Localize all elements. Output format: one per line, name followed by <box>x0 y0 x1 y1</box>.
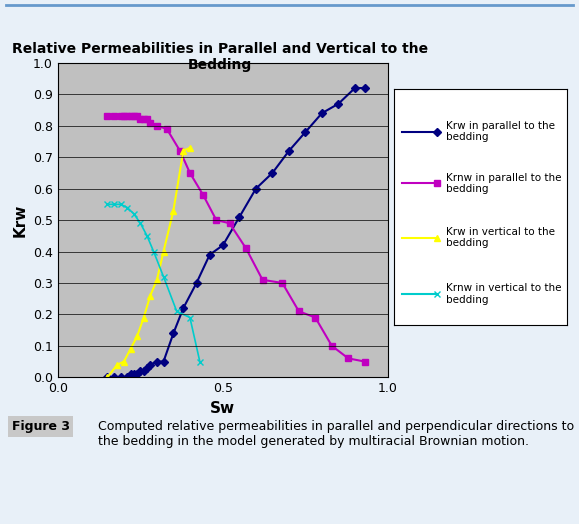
Krnw in parallel to the
bedding <box>104 113 111 119</box>
Krnw in parallel to the
bedding <box>213 217 220 223</box>
Krw in parallel to the
bedding <box>285 148 292 154</box>
Krnw in parallel to the
bedding <box>140 116 147 123</box>
Krw in vertical to the
bedding <box>186 145 193 151</box>
Krw in parallel to the
bedding <box>170 330 177 336</box>
Krnw in parallel to the
bedding <box>134 113 141 119</box>
Krw in parallel to the
bedding <box>130 371 137 377</box>
Krnw in parallel to the
bedding <box>117 113 124 119</box>
Krnw in parallel to the
bedding <box>163 126 170 132</box>
Line: Krnw in parallel to the
bedding: Krnw in parallel to the bedding <box>105 114 368 364</box>
Krw in parallel to the
bedding <box>302 129 309 135</box>
Krnw in vertical to the
bedding <box>160 274 167 280</box>
Krw in vertical to the
bedding <box>153 277 160 283</box>
Krw in vertical to the
bedding <box>114 362 121 368</box>
Krw in parallel to the
bedding <box>140 368 147 374</box>
Krw in vertical to the
bedding <box>147 292 154 299</box>
Krw in parallel to the
bedding <box>147 362 154 368</box>
Krnw in vertical to the
bedding <box>130 211 137 217</box>
Krw in vertical to the
bedding <box>140 314 147 321</box>
Krw in vertical to the
bedding <box>120 358 127 365</box>
X-axis label: Sw: Sw <box>210 401 236 416</box>
Krnw in parallel to the
bedding <box>144 116 151 123</box>
Text: Krnw in parallel to the
bedding: Krnw in parallel to the bedding <box>446 172 561 194</box>
Krw in parallel to the
bedding <box>117 374 124 380</box>
Krnw in vertical to the
bedding <box>173 308 180 314</box>
Krw in parallel to the
bedding <box>236 214 243 220</box>
Krnw in vertical to the
bedding <box>186 314 193 321</box>
Krnw in parallel to the
bedding <box>328 343 335 349</box>
Text: Relative Permeabilities in Parallel and Vertical to the
Bedding: Relative Permeabilities in Parallel and … <box>12 42 428 72</box>
Krnw in vertical to the
bedding <box>117 201 124 208</box>
Krnw in parallel to the
bedding <box>259 277 266 283</box>
Krw in parallel to the
bedding <box>111 374 118 380</box>
Krw in parallel to the
bedding <box>219 242 226 248</box>
Krw in parallel to the
bedding <box>153 358 160 365</box>
Krnw in parallel to the
bedding <box>147 119 154 126</box>
Krnw in parallel to the
bedding <box>279 280 286 286</box>
Krw in parallel to the
bedding <box>160 358 167 365</box>
Krnw in parallel to the
bedding <box>130 113 137 119</box>
Text: Krnw in vertical to the
bedding: Krnw in vertical to the bedding <box>446 283 561 305</box>
Line: Krnw in vertical to the
bedding: Krnw in vertical to the bedding <box>104 201 203 365</box>
Krw in parallel to the
bedding <box>193 280 200 286</box>
Text: Krw in vertical to the
bedding: Krw in vertical to the bedding <box>446 227 555 248</box>
Text: Computed relative permeabilities in parallel and perpendicular directions to the: Computed relative permeabilities in para… <box>98 420 574 448</box>
Krnw in parallel to the
bedding <box>345 355 352 362</box>
Krw in vertical to the
bedding <box>170 208 177 214</box>
Krnw in vertical to the
bedding <box>104 201 111 208</box>
Krw in parallel to the
bedding <box>134 371 141 377</box>
Y-axis label: Krw: Krw <box>13 203 27 237</box>
Krnw in parallel to the
bedding <box>361 358 368 365</box>
Krw in parallel to the
bedding <box>124 374 131 380</box>
Krnw in vertical to the
bedding <box>124 204 131 211</box>
Krnw in parallel to the
bedding <box>124 113 131 119</box>
Line: Krw in vertical to the
bedding: Krw in vertical to the bedding <box>104 144 193 381</box>
Krnw in vertical to the
bedding <box>137 220 144 226</box>
Krnw in vertical to the
bedding <box>144 233 151 239</box>
Text: Figure 3: Figure 3 <box>12 420 69 433</box>
Krw in parallel to the
bedding <box>180 305 187 311</box>
Krw in vertical to the
bedding <box>127 346 134 352</box>
Line: Krw in parallel to the
bedding: Krw in parallel to the bedding <box>105 85 368 380</box>
Krw in parallel to the
bedding <box>137 368 144 374</box>
Krw in parallel to the
bedding <box>144 365 151 371</box>
Krnw in parallel to the
bedding <box>295 308 302 314</box>
Krw in parallel to the
bedding <box>361 85 368 91</box>
Krnw in vertical to the
bedding <box>196 358 203 365</box>
Krnw in parallel to the
bedding <box>312 314 319 321</box>
Krw in vertical to the
bedding <box>104 374 111 380</box>
Krw in vertical to the
bedding <box>160 248 167 255</box>
Krw in parallel to the
bedding <box>104 374 111 380</box>
Krw in parallel to the
bedding <box>269 170 276 176</box>
Krnw in parallel to the
bedding <box>177 148 184 154</box>
Krnw in parallel to the
bedding <box>186 170 193 176</box>
Krw in parallel to the
bedding <box>318 110 325 116</box>
Krnw in parallel to the
bedding <box>226 220 233 226</box>
Krw in parallel to the
bedding <box>127 371 134 377</box>
Krw in parallel to the
bedding <box>351 85 358 91</box>
Krw in vertical to the
bedding <box>134 333 141 340</box>
Krnw in vertical to the
bedding <box>150 248 157 255</box>
Krnw in parallel to the
bedding <box>243 245 250 252</box>
Krnw in parallel to the
bedding <box>120 113 127 119</box>
Krnw in parallel to the
bedding <box>111 113 118 119</box>
Krw in vertical to the
bedding <box>180 148 187 154</box>
Krnw in parallel to the
bedding <box>153 123 160 129</box>
Krnw in parallel to the
bedding <box>200 192 207 198</box>
Krnw in parallel to the
bedding <box>127 113 134 119</box>
Krw in parallel to the
bedding <box>335 101 342 107</box>
Krnw in vertical to the
bedding <box>111 201 118 208</box>
Text: Krw in parallel to the
bedding: Krw in parallel to the bedding <box>446 121 555 143</box>
Krw in parallel to the
bedding <box>206 252 213 258</box>
Krw in parallel to the
bedding <box>252 185 259 192</box>
Krnw in parallel to the
bedding <box>137 116 144 123</box>
